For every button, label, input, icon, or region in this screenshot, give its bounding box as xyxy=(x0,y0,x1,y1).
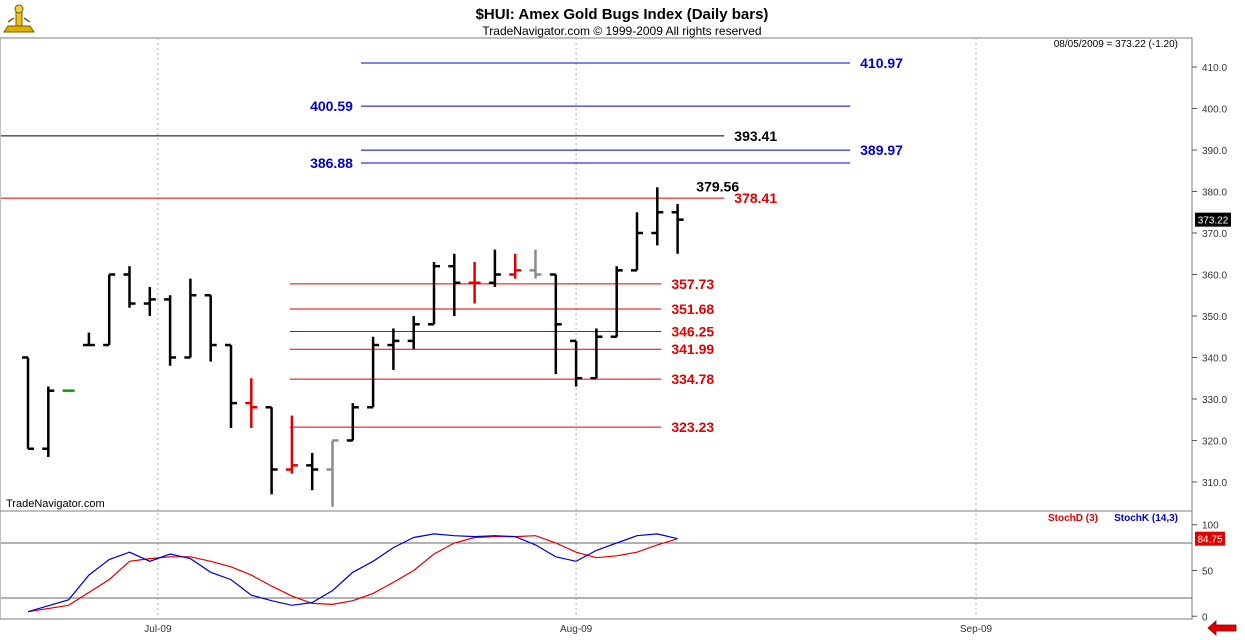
ohlc-bar xyxy=(367,336,380,409)
x-tick-label: Aug-09 xyxy=(560,624,593,635)
level-label: 357.73 xyxy=(671,276,714,292)
ohlc-bar xyxy=(631,212,643,272)
ohlc-bar xyxy=(428,262,440,326)
ohlc-bar xyxy=(306,452,319,491)
stoch-series-line xyxy=(27,535,678,613)
level-label: 389.97 xyxy=(860,142,903,158)
stochastic-panel: 0 50 100 StochK (14,3) StochD (3) 84.75 xyxy=(1,513,1225,623)
ohlc-bar xyxy=(164,295,177,366)
ohlc-bar xyxy=(529,249,542,279)
ohlc-bar xyxy=(225,343,237,429)
ohlc-bar xyxy=(346,403,359,442)
y-tick-label: 410.0 xyxy=(1202,63,1227,74)
ohlc-bar xyxy=(387,328,400,370)
indicator-panel-frame xyxy=(0,510,1193,620)
ohlc-bar xyxy=(468,262,481,304)
level-label: 346.25 xyxy=(671,324,714,340)
vertical-gridlines xyxy=(157,38,977,619)
ohlc-bar xyxy=(448,253,461,316)
stoch-legend-entry: StochK (14,3) xyxy=(1114,513,1178,524)
ohlc-bar xyxy=(204,293,217,362)
chart-title: $HUI: Amex Gold Bugs Index (Daily bars) xyxy=(476,6,769,23)
chart-header: $HUI: Amex Gold Bugs Index (Daily bars) … xyxy=(3,4,769,38)
ohlc-bar xyxy=(22,356,34,451)
ohlc-bar xyxy=(407,315,420,350)
ohlc-bar xyxy=(509,253,522,279)
last-quote-readout: 08/05/2009 = 373.22 (-1.20) xyxy=(1054,39,1178,50)
watermark: TradeNavigator.com xyxy=(6,498,105,510)
last-price-label: 373.22 xyxy=(1198,216,1229,227)
y-tick-label: 360.0 xyxy=(1202,271,1227,282)
y-tick-label: 390.0 xyxy=(1202,146,1227,157)
stoch-y-tick-label: 0 xyxy=(1202,612,1208,623)
level-label: 351.68 xyxy=(671,301,714,317)
ohlc-bar xyxy=(82,332,95,347)
ohlc-bar xyxy=(123,266,136,308)
y-tick-label: 370.0 xyxy=(1202,229,1227,240)
ohlc-bar xyxy=(610,266,623,338)
ohlc-bars xyxy=(22,187,684,507)
level-label: 341.99 xyxy=(671,341,714,357)
y-tick-label: 350.0 xyxy=(1202,312,1227,323)
level-label: 393.41 xyxy=(734,128,777,144)
ohlc-bar xyxy=(326,439,339,507)
y-tick-label: 320.0 xyxy=(1202,436,1227,447)
level-label: 334.78 xyxy=(671,371,714,387)
y-tick-label: 310.0 xyxy=(1202,478,1227,489)
price-levels: 410.97 400.59 393.41 389.97 386.88 379.56378.… xyxy=(1,55,903,435)
y-tick-label: 340.0 xyxy=(1202,353,1227,364)
price-panel-frame xyxy=(0,37,1193,512)
stoch-y-tick-label: 50 xyxy=(1202,566,1214,577)
x-tick-label: Jul-09 xyxy=(144,624,172,635)
stoch-last-value-box xyxy=(1195,531,1225,546)
ohlc-bar xyxy=(42,386,55,458)
ohlc-bar xyxy=(245,378,258,429)
ohlc-bar xyxy=(651,187,664,246)
ohlc-bar xyxy=(671,203,684,254)
chart-subtitle: TradeNavigator.com © 1999-2009 All right… xyxy=(482,24,761,38)
stoch-series-line xyxy=(27,533,678,613)
stoch-last-value-label: 84.75 xyxy=(1197,535,1222,546)
ohlc-bar xyxy=(265,406,278,495)
level-label: 379.56 xyxy=(696,178,739,194)
level-label: 400.59 xyxy=(310,98,353,114)
ohlc-bar xyxy=(184,278,197,359)
ohlc-bar xyxy=(488,249,501,287)
y-tick-label: 400.0 xyxy=(1202,105,1227,116)
date-axis: Jul-09 Aug-09 Sep-09 xyxy=(144,624,992,635)
stoch-legend-entry: StochD (3) xyxy=(1048,513,1098,524)
level-label: 323.23 xyxy=(671,419,714,435)
scroll-arrow-icon[interactable] xyxy=(1207,620,1237,636)
y-tick-label: 330.0 xyxy=(1202,395,1227,406)
ohlc-bar xyxy=(285,415,298,474)
ohlc-bar xyxy=(103,273,116,347)
x-tick-label: Sep-09 xyxy=(960,624,993,635)
stoch-y-tick-label: 100 xyxy=(1202,521,1219,532)
last-price-box xyxy=(1195,212,1231,227)
level-label: 386.88 xyxy=(310,155,353,171)
level-label: 410.97 xyxy=(860,55,903,71)
ohlc-bar xyxy=(590,328,603,380)
y-tick-label: 380.0 xyxy=(1202,188,1227,199)
level-label: 378.41 xyxy=(734,190,777,206)
price-axis: 310.0 320.0 330.0 340.0 350.0 360.0 370.0 380.0… xyxy=(1192,63,1231,489)
ohlc-bar xyxy=(143,286,156,316)
ohlc-bar xyxy=(570,339,583,387)
trade-navigator-logo-icon xyxy=(3,4,35,33)
ohlc-bar xyxy=(549,273,562,375)
